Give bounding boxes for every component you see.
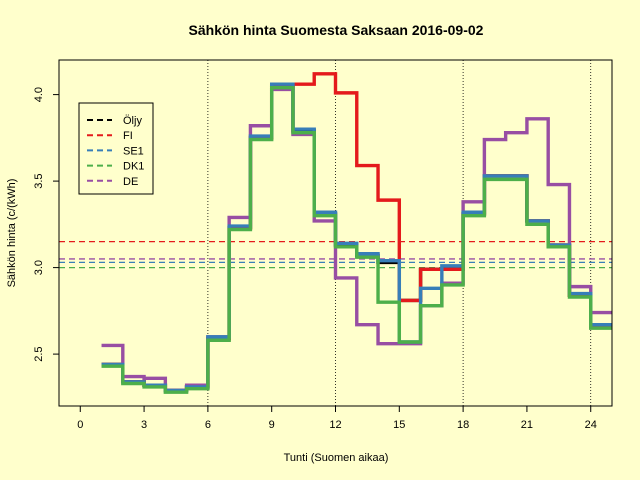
x-tick-label: 24 [585, 419, 597, 431]
mean-lines-layer [59, 240, 612, 269]
series-line-FI [101, 72, 612, 393]
y-axis-label: Sähkön hinta (c/(kWh) [6, 179, 18, 288]
legend-label-DE: DE [123, 176, 138, 188]
y-axis: 2.5 3.0 3.5 4.0 [33, 87, 59, 362]
x-tick-label: 0 [77, 419, 83, 431]
legend-label-SE1: SE1 [123, 145, 144, 157]
y-tick-label: 4.0 [33, 87, 45, 102]
legend: Öljy FI SE1 DK1 DE [78, 102, 154, 195]
x-axis-label: Tunti (Suomen aikaa) [284, 452, 389, 464]
x-tick-label: 6 [205, 419, 211, 431]
x-tick-label: 21 [521, 419, 533, 431]
series-layer [101, 72, 612, 394]
x-tick-label: 18 [457, 419, 469, 431]
x-tick-label: 12 [329, 419, 341, 431]
chart-title: Sähkön hinta Suomesta Saksaan 2016-09-02 [189, 22, 484, 38]
x-tick-label: 15 [393, 419, 405, 431]
series-line-DK1 [101, 85, 612, 394]
x-tick-label: 3 [141, 419, 147, 431]
y-tick-label: 3.5 [33, 173, 45, 188]
legend-label-FI: FI [123, 130, 133, 142]
y-tick-label: 2.5 [33, 346, 45, 361]
y-tick-label: 3.0 [33, 260, 45, 275]
legend-box [78, 102, 154, 195]
x-tick-label: 9 [269, 419, 275, 431]
x-axis: 0 3 6 9 12 15 18 21 24 [77, 406, 597, 431]
legend-label-Öljy: Öljy [123, 115, 142, 127]
legend-label-DK1: DK1 [123, 161, 144, 173]
